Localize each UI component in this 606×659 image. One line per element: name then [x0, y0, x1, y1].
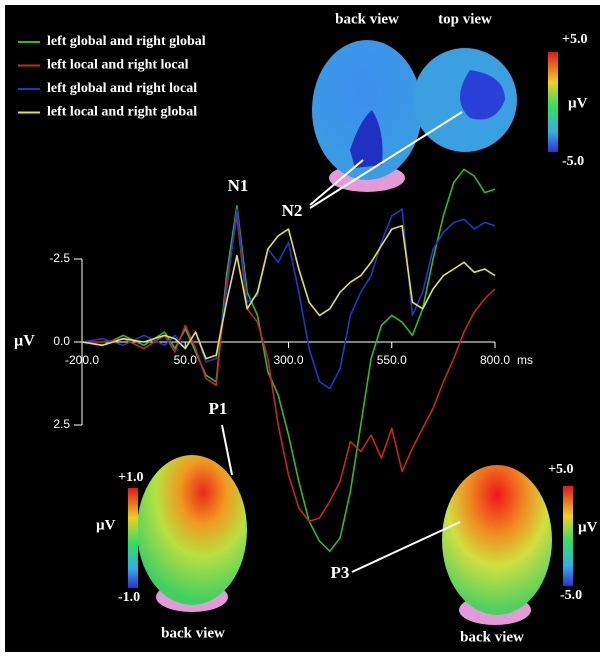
y-axis-label: µV — [14, 333, 35, 350]
y-tick-label: -2.5 — [49, 251, 70, 265]
x-tick-label: 300.0 — [273, 353, 303, 367]
legend-label: left global and right local — [47, 81, 197, 96]
color-bar — [548, 52, 558, 152]
inset-title: back view — [460, 629, 524, 645]
legend-label: left global and right global — [47, 34, 206, 49]
scale-max: +1.0 — [118, 470, 143, 485]
annotation: N2 — [282, 201, 303, 220]
x-unit: ms — [517, 353, 533, 367]
scale-min: -5.0 — [562, 154, 584, 169]
x-tick-label: 800.0 — [480, 353, 510, 367]
annotation: P3 — [331, 563, 350, 582]
head-map — [137, 455, 247, 605]
scale-unit: µV — [568, 95, 588, 111]
scale-min: -5.0 — [560, 588, 582, 603]
color-bar — [563, 486, 573, 586]
inset-title: back view — [335, 11, 399, 27]
head-map — [442, 465, 552, 615]
annotation: P1 — [209, 399, 228, 418]
y-tick-label: 0.0 — [53, 334, 70, 348]
x-tick-label: -200.0 — [65, 353, 99, 367]
x-tick-label: 550.0 — [377, 353, 407, 367]
scale-unit: µV — [578, 519, 598, 535]
legend-label: left local and right local — [47, 58, 189, 73]
scale-max: +5.0 — [548, 462, 573, 477]
inset-title: top view — [438, 11, 492, 27]
x-tick-label: 50.0 — [174, 353, 198, 367]
color-bar — [128, 488, 138, 588]
annotation: N1 — [228, 176, 249, 195]
scale-unit: µV — [96, 517, 116, 533]
y-tick-label: 2.5 — [53, 417, 70, 431]
inset-title: back view — [161, 625, 225, 641]
figure: back view top view +5.0 -5.0 µV +1.0 -1.… — [0, 0, 606, 659]
legend-label: left local and right global — [47, 105, 197, 120]
scale-min: -1.0 — [118, 590, 140, 605]
scale-max: +5.0 — [562, 32, 587, 47]
